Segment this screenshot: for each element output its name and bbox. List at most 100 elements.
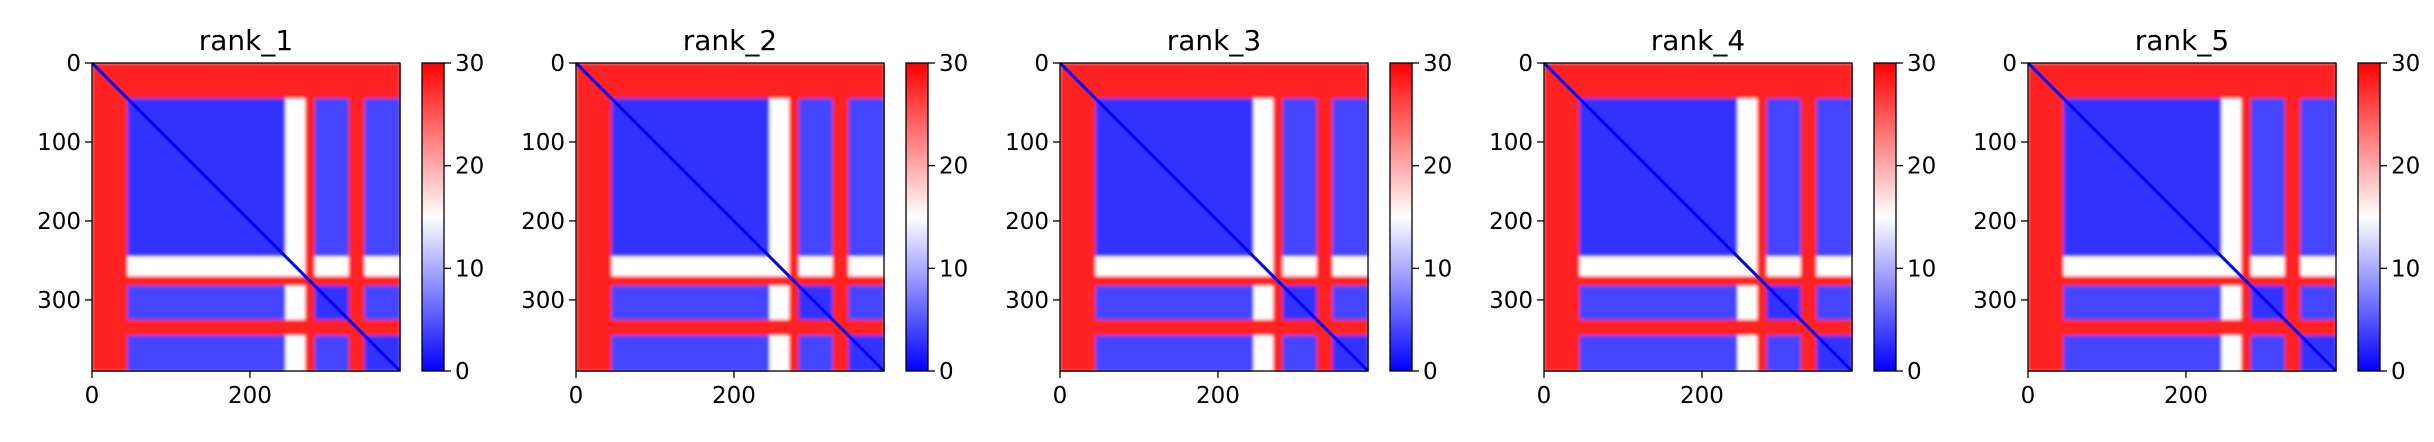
heatmap-cell: [2221, 285, 2242, 321]
heatmap-cell: [1253, 63, 1274, 100]
heatmap-cell: [348, 63, 366, 100]
heatmap-cell: [2284, 276, 2302, 287]
heatmap-cell: [1757, 335, 1768, 372]
heatmap-cell: [1316, 335, 1334, 372]
heatmap-cell: [1273, 285, 1284, 321]
heatmap-cell: [832, 335, 850, 372]
heatmap-cell: [2028, 285, 2065, 321]
x-tick-label: 200: [228, 383, 272, 409]
colorbar-frame: [1389, 62, 1413, 372]
heatmap-cell: [1060, 256, 1097, 277]
heatmap-cell: [2250, 63, 2286, 100]
heatmap-cell: [1766, 256, 1802, 277]
heatmap-cell: [364, 276, 401, 287]
heatmap-cell: [2284, 98, 2302, 258]
heatmap-cell: [789, 98, 800, 258]
heatmap-cell: [769, 63, 790, 100]
plot-frame: [1543, 62, 1853, 372]
colorbar-tick-label: 0: [455, 359, 470, 385]
heatmap-cell: [2241, 319, 2252, 337]
heatmap-cell: [2028, 276, 2065, 287]
heatmap-cell: [1095, 63, 1255, 100]
colorbar-tick-label: 0: [1907, 359, 1922, 385]
colorbar: [906, 63, 928, 371]
heatmap-cell: [798, 98, 834, 258]
colorbar: [422, 63, 444, 371]
heatmap-cell: [2221, 276, 2242, 287]
heatmap-cell: [92, 335, 129, 372]
heatmap-cell: [2063, 63, 2223, 100]
plot-frame: [2027, 62, 2337, 372]
heatmap-cell: [1253, 276, 1274, 287]
heatmap-cell: [1816, 256, 1853, 277]
colorbar: [1390, 63, 1412, 371]
x-tick-label: 200: [712, 383, 756, 409]
heatmap-cell: [348, 98, 366, 258]
heatmap-cell: [92, 319, 129, 337]
colorbar-tick-label: 20: [939, 154, 968, 180]
heatmap-cell: [848, 63, 885, 100]
heatmap-cell: [285, 98, 306, 258]
heatmap-cell: [285, 63, 306, 100]
heatmap-cell: [348, 276, 366, 287]
x-tick-label: 0: [1053, 383, 1068, 409]
x-tick-label: 0: [569, 383, 584, 409]
x-tick-label: 0: [2021, 383, 2036, 409]
y-tick-label: 300: [521, 288, 565, 314]
heatmap-cell: [305, 63, 316, 100]
heatmap-cell: [2241, 63, 2252, 100]
colorbar-frame: [421, 62, 445, 372]
heatmap-cell: [2250, 256, 2286, 277]
heatmap-cell: [1766, 98, 1802, 258]
heatmap-cell: [314, 319, 350, 337]
heatmap-cell: [1800, 285, 1818, 321]
heatmap-cell: [611, 256, 771, 277]
heatmap-cell: [611, 276, 771, 287]
heatmap-cell: [1737, 319, 1758, 337]
plot-frame: [91, 62, 401, 372]
heatmap-cell: [92, 276, 129, 287]
y-tick-label: 0: [550, 51, 565, 77]
heatmap-cell: [1757, 98, 1768, 258]
heatmap-cell: [1253, 285, 1274, 321]
heatmap-cell: [611, 285, 771, 321]
heatmap-cell: [127, 256, 287, 277]
heatmap-cell: [789, 285, 800, 321]
heatmap-cell: [1273, 63, 1284, 100]
heatmap-cell: [1737, 276, 1758, 287]
heatmap-cell: [1060, 276, 1097, 287]
heatmap-cell: [1766, 319, 1802, 337]
colorbar-frame: [1873, 62, 1897, 372]
colorbar-tick-label: 20: [2391, 154, 2420, 180]
heatmap-cell: [1332, 285, 1369, 321]
y-tick-label: 300: [37, 288, 81, 314]
heatmap-cell: [2300, 285, 2337, 321]
heatmap-cell: [611, 335, 771, 372]
heatmap-cell: [832, 256, 850, 277]
heatmap-cell: [1095, 285, 1255, 321]
heatmap-cell: [2300, 276, 2337, 287]
heatmap-cell: [1095, 335, 1255, 372]
heatmap-cell: [798, 256, 834, 277]
heatmap-cell: [2284, 256, 2302, 277]
heatmap-cell: [1766, 63, 1802, 100]
heatmap-cell: [1737, 285, 1758, 321]
heatmap-cell: [576, 335, 613, 372]
heatmap-cell: [1060, 319, 1097, 337]
heatmap-cell: [2063, 256, 2223, 277]
heatmap-cell: [1757, 63, 1768, 100]
heatmap-cell: [1800, 63, 1818, 100]
y-tick-label: 0: [66, 51, 81, 77]
heatmap-cell: [1282, 256, 1318, 277]
y-tick-label: 300: [1973, 288, 2017, 314]
heatmap-cell: [1060, 98, 1097, 258]
heatmap-cell: [314, 98, 350, 258]
y-tick-label: 100: [37, 130, 81, 156]
heatmap-cell: [832, 63, 850, 100]
y-tick-label: 200: [37, 209, 81, 235]
heatmap-cell: [1282, 335, 1318, 372]
heatmap-cell: [305, 285, 316, 321]
heatmap-cell: [769, 319, 790, 337]
heatmap-cell: [2241, 256, 2252, 277]
y-tick-label: 100: [1973, 130, 2017, 156]
